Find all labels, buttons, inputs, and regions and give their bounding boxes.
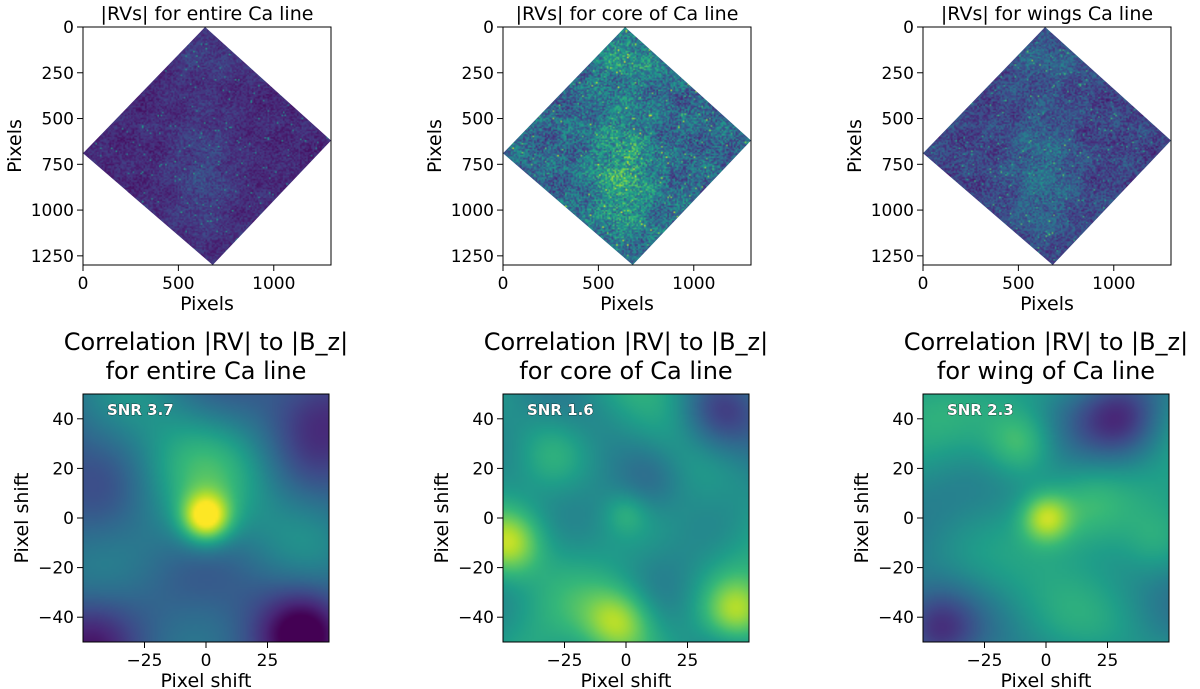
x-axis-label: Pixels bbox=[1020, 293, 1074, 315]
y-tick-label: 500 bbox=[42, 110, 74, 130]
rv-map-image bbox=[83, 27, 331, 265]
x-tick-label: 25 bbox=[677, 651, 699, 671]
panel-title: |RVs| for wings Ca line bbox=[941, 3, 1153, 25]
snr-annotation: SNR 1.6 bbox=[527, 401, 594, 419]
panel-title-line: for entire Ca line bbox=[106, 357, 307, 385]
y-tick-label: 750 bbox=[42, 155, 74, 175]
x-axis-label: Pixels bbox=[180, 293, 234, 315]
axes-frame bbox=[502, 26, 752, 266]
y-tick-label: 0 bbox=[63, 18, 74, 38]
axes-frame bbox=[82, 26, 332, 266]
x-tick-label: 1000 bbox=[672, 274, 715, 294]
panel-title-line: Correlation |RV| to |B_z| bbox=[904, 328, 1189, 356]
y-tick-label: 1000 bbox=[31, 201, 74, 221]
panel-title-line: Correlation |RV| to |B_z| bbox=[64, 328, 349, 356]
y-axis-label: Pixels bbox=[424, 119, 446, 173]
rv-map-image bbox=[923, 27, 1171, 265]
x-tick-label: 0 bbox=[498, 274, 509, 294]
x-axis-label: Pixels bbox=[600, 293, 654, 315]
x-tick-label: 0 bbox=[918, 274, 929, 294]
panel-6: −25 0 25 40 20 0 −20 −40 Pixel shift Pixel shift C… bbox=[851, 328, 1188, 689]
y-tick-label: 40 bbox=[52, 410, 74, 430]
y-tick-label: 500 bbox=[462, 110, 494, 130]
y-tick-label: 20 bbox=[892, 459, 914, 479]
rv-map-image bbox=[503, 27, 751, 265]
panel-1: 0 500 1000 0 250 500 750 1000 1250 Pixels Pixels |R… bbox=[4, 3, 332, 315]
y-tick-label: 20 bbox=[472, 459, 494, 479]
panel-title-line: for wing of Ca line bbox=[937, 357, 1155, 385]
x-tick-label: 25 bbox=[257, 651, 279, 671]
y-tick-label: 20 bbox=[52, 459, 74, 479]
snr-annotation: SNR 2.3 bbox=[947, 401, 1014, 419]
panel-title-line: for core of Ca line bbox=[519, 357, 732, 385]
y-axis-label: Pixel shift bbox=[431, 472, 453, 563]
panel-3: 0 500 1000 0 250 500 750 1000 1250 Pixels Pixels |R… bbox=[844, 3, 1172, 315]
y-tick-label: 250 bbox=[462, 64, 494, 84]
x-tick-label: 25 bbox=[1097, 651, 1119, 671]
x-tick-label: 0 bbox=[201, 651, 212, 671]
y-tick-label: 0 bbox=[483, 509, 494, 529]
correlation-map-image bbox=[503, 394, 749, 642]
y-axis-label: Pixels bbox=[844, 119, 866, 173]
y-tick-label: 250 bbox=[42, 64, 74, 84]
panel-4: −25 0 25 40 20 0 −20 −40 Pixel shift Pixel shift C… bbox=[11, 328, 348, 689]
x-axis-label: Pixel shift bbox=[580, 670, 671, 689]
y-tick-label: 1250 bbox=[31, 247, 74, 267]
y-tick-label: 750 bbox=[462, 155, 494, 175]
snr-annotation: SNR 3.7 bbox=[107, 401, 174, 419]
panel-2: 0 500 1000 0 250 500 750 1000 1250 Pixels Pixels |R… bbox=[424, 3, 752, 315]
panel-title: |RVs| for core of Ca line bbox=[516, 3, 739, 25]
x-tick-label: 0 bbox=[621, 651, 632, 671]
x-tick-label: −25 bbox=[547, 651, 583, 671]
y-tick-label: 0 bbox=[903, 18, 914, 38]
y-axis-label: Pixel shift bbox=[11, 472, 33, 563]
y-tick-label: 500 bbox=[882, 110, 914, 130]
y-tick-label: 0 bbox=[483, 18, 494, 38]
y-tick-label: 750 bbox=[882, 155, 914, 175]
y-tick-label: −40 bbox=[458, 608, 494, 628]
y-tick-label: −40 bbox=[878, 608, 914, 628]
axes-frame bbox=[922, 26, 1172, 266]
x-tick-label: 1000 bbox=[252, 274, 295, 294]
y-tick-label: −20 bbox=[458, 559, 494, 579]
y-tick-label: 40 bbox=[472, 410, 494, 430]
y-tick-label: 1000 bbox=[451, 201, 494, 221]
x-tick-label: 0 bbox=[78, 274, 89, 294]
y-tick-label: 40 bbox=[892, 410, 914, 430]
x-tick-label: 0 bbox=[1041, 651, 1052, 671]
x-tick-label: 1000 bbox=[1092, 274, 1135, 294]
panel-title-line: Correlation |RV| to |B_z| bbox=[484, 328, 769, 356]
y-axis-label: Pixel shift bbox=[851, 472, 873, 563]
panel-title: |RVs| for entire Ca line bbox=[101, 3, 314, 25]
y-tick-label: 1000 bbox=[871, 201, 914, 221]
y-tick-label: 250 bbox=[882, 64, 914, 84]
x-axis-label: Pixel shift bbox=[160, 670, 251, 689]
y-tick-label: −20 bbox=[878, 559, 914, 579]
x-tick-label: 500 bbox=[162, 274, 194, 294]
correlation-map-image bbox=[83, 394, 329, 642]
y-tick-label: 1250 bbox=[451, 247, 494, 267]
x-tick-label: 500 bbox=[1002, 274, 1034, 294]
panel-5: −25 0 25 40 20 0 −20 −40 Pixel shift Pixel shift C… bbox=[431, 328, 768, 689]
y-tick-label: −40 bbox=[38, 608, 74, 628]
y-tick-label: −20 bbox=[38, 559, 74, 579]
y-axis-label: Pixels bbox=[4, 119, 26, 173]
y-tick-label: 0 bbox=[63, 509, 74, 529]
y-tick-label: 0 bbox=[903, 509, 914, 529]
x-tick-label: −25 bbox=[967, 651, 1003, 671]
x-tick-label: 500 bbox=[582, 274, 614, 294]
x-tick-label: −25 bbox=[127, 651, 163, 671]
y-tick-label: 1250 bbox=[871, 247, 914, 267]
x-axis-label: Pixel shift bbox=[1000, 670, 1091, 689]
correlation-map-image bbox=[923, 394, 1169, 642]
